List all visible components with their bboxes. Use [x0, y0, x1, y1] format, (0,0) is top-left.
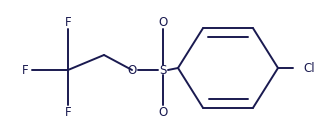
Text: F: F	[65, 105, 71, 119]
Text: O: O	[158, 105, 168, 119]
Text: F: F	[22, 64, 28, 77]
Text: Cl: Cl	[303, 61, 315, 75]
Text: O: O	[158, 15, 168, 29]
Text: O: O	[128, 64, 137, 77]
Text: F: F	[65, 15, 71, 29]
Text: S: S	[159, 64, 167, 77]
